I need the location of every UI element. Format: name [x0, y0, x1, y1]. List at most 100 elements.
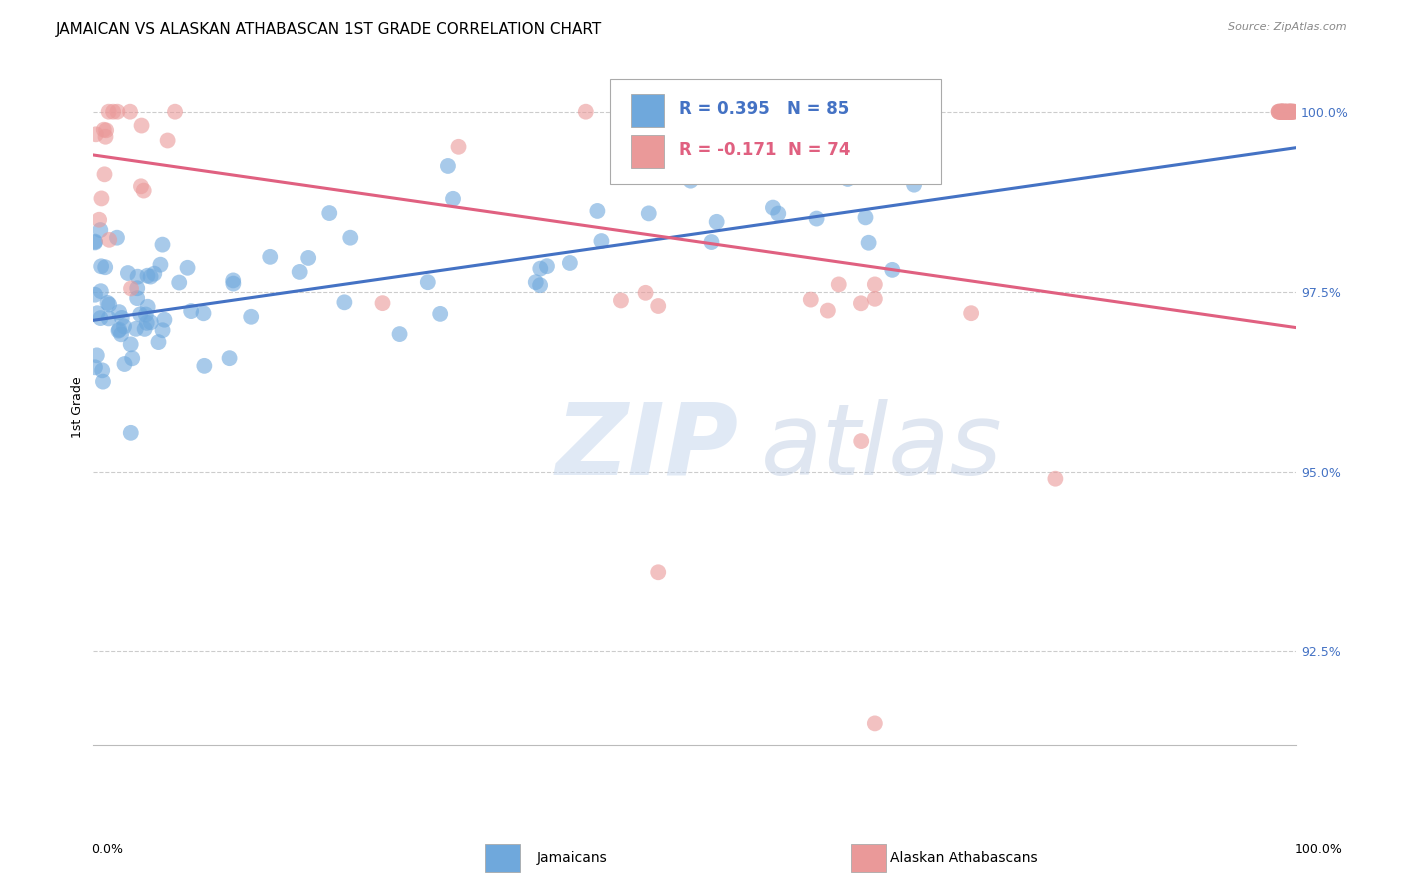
Text: atlas: atlas — [761, 399, 1002, 496]
Point — [1271, 104, 1294, 119]
Point — [858, 235, 880, 250]
Point — [139, 269, 162, 284]
Point — [94, 129, 117, 144]
Point — [176, 260, 198, 275]
FancyBboxPatch shape — [630, 95, 664, 127]
Point — [1270, 104, 1292, 119]
Point — [105, 230, 128, 244]
Point — [108, 323, 131, 337]
Point — [1270, 104, 1292, 119]
Point — [1274, 104, 1296, 119]
Point — [903, 178, 925, 192]
Point — [960, 306, 983, 320]
Point — [1271, 104, 1294, 119]
Point — [1281, 104, 1303, 119]
Point — [1279, 104, 1302, 119]
Point — [89, 212, 111, 227]
Point — [131, 119, 153, 133]
Point — [1274, 104, 1296, 119]
Point — [1268, 104, 1291, 119]
Point — [706, 215, 728, 229]
Point — [135, 308, 157, 322]
Point — [84, 287, 107, 301]
Point — [339, 230, 361, 244]
Point — [1279, 104, 1302, 119]
Point — [148, 335, 170, 350]
Point — [1282, 104, 1305, 119]
Point — [91, 363, 114, 377]
Text: Jamaicans: Jamaicans — [537, 851, 607, 865]
Point — [94, 260, 117, 275]
Text: Alaskan Athabascans: Alaskan Athabascans — [890, 851, 1038, 865]
Point — [129, 179, 152, 194]
Point — [863, 292, 886, 306]
Point — [1271, 104, 1294, 119]
Point — [762, 201, 785, 215]
Point — [768, 206, 790, 220]
Point — [105, 104, 128, 119]
Text: ZIP: ZIP — [555, 399, 740, 496]
Point — [136, 300, 159, 314]
Point — [108, 305, 131, 319]
Point — [91, 375, 114, 389]
Point — [610, 293, 633, 308]
Point — [855, 211, 877, 225]
Point — [240, 310, 263, 324]
Point — [135, 316, 157, 330]
Point — [84, 235, 107, 249]
FancyBboxPatch shape — [630, 136, 664, 168]
Point — [1270, 104, 1292, 119]
Point — [127, 291, 149, 305]
Point — [90, 284, 112, 298]
Point — [90, 260, 112, 274]
Point — [143, 267, 166, 281]
Point — [679, 174, 702, 188]
Point — [1274, 104, 1296, 119]
Point — [117, 266, 139, 280]
Point — [97, 104, 120, 119]
Point — [98, 297, 121, 311]
Point — [863, 716, 886, 731]
Point — [167, 276, 190, 290]
Point — [1270, 104, 1292, 119]
Point — [107, 324, 129, 338]
Point — [1271, 104, 1294, 119]
Point — [218, 351, 240, 366]
Point — [333, 295, 356, 310]
Point — [647, 299, 669, 313]
Point — [152, 237, 174, 252]
FancyBboxPatch shape — [610, 78, 941, 184]
Point — [152, 323, 174, 337]
Point — [90, 191, 112, 205]
Point — [524, 275, 547, 289]
Text: 100.0%: 100.0% — [1295, 843, 1343, 856]
Point — [429, 307, 451, 321]
Point — [149, 258, 172, 272]
Point — [1271, 104, 1294, 119]
Point — [851, 434, 873, 448]
Point — [388, 327, 411, 342]
Point — [647, 566, 669, 580]
Point — [84, 128, 107, 142]
Point — [96, 296, 118, 310]
Point — [84, 360, 107, 375]
Point — [1277, 104, 1299, 119]
Point — [837, 172, 859, 186]
Point — [1275, 104, 1298, 119]
Point — [529, 261, 551, 276]
FancyBboxPatch shape — [851, 844, 886, 872]
Point — [529, 278, 551, 293]
Point — [447, 140, 470, 154]
Point — [156, 134, 179, 148]
Point — [1278, 104, 1301, 119]
Point — [371, 296, 394, 310]
Point — [806, 211, 828, 226]
Point — [558, 256, 581, 270]
Point — [441, 192, 464, 206]
Point — [93, 167, 115, 181]
Point — [94, 123, 117, 137]
Point — [1279, 104, 1302, 119]
Point — [84, 235, 107, 250]
Text: R = -0.171  N = 74: R = -0.171 N = 74 — [679, 141, 851, 159]
Point — [1278, 104, 1301, 119]
